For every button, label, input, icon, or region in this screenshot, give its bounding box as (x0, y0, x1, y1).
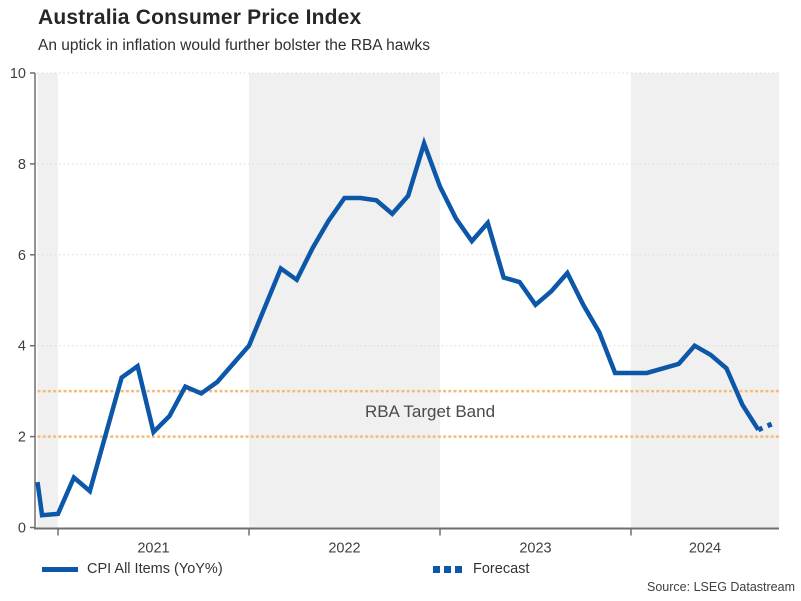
forecast-line (757, 420, 776, 433)
legend-label-forecast: Forecast (473, 561, 530, 577)
legend-item-cpi: CPI All Items (YoY%) (42, 560, 223, 578)
legend-label-cpi: CPI All Items (YoY%) (87, 561, 223, 577)
cpi-line-swatch-icon (42, 566, 78, 572)
x-tick-label: 2024 (689, 541, 721, 557)
target-band-label: RBA Target Band (364, 402, 496, 421)
legend-item-forecast: Forecast (433, 560, 529, 578)
page-title: Australia Consumer Price Index (38, 6, 362, 29)
y-tick-label: 0 (18, 521, 26, 537)
year-shading-band (249, 73, 440, 528)
source-credit: Source: LSEG Datastream (647, 580, 795, 594)
page-subtitle: An uptick in inflation would further bol… (38, 37, 431, 54)
y-tick-label: 4 (18, 339, 26, 355)
x-tick-label: 2023 (519, 541, 551, 557)
y-tick-label: 2 (18, 430, 26, 446)
y-tick-label: 8 (18, 157, 26, 173)
y-tick-label: 6 (18, 248, 26, 264)
year-shading-band (631, 73, 779, 528)
x-tick-label: 2021 (137, 541, 169, 557)
x-tick-label: 2022 (328, 541, 360, 557)
cpi-line (35, 136, 761, 518)
forecast-dotted-swatch-icon (433, 565, 462, 573)
y-tick-label: 10 (10, 66, 26, 82)
year-shading-band (37, 73, 58, 528)
